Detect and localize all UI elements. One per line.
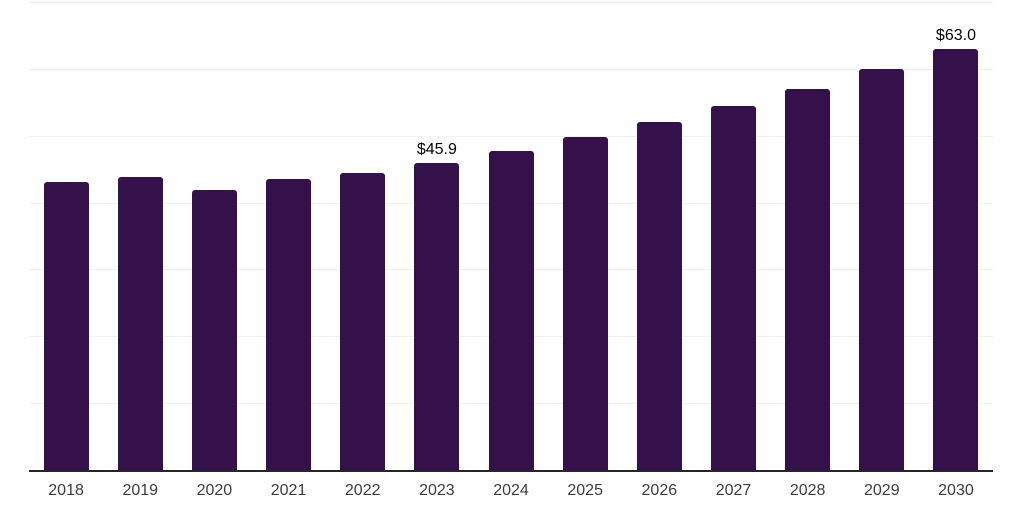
bar-slot-2028 [771, 2, 845, 470]
bar-slot-2018 [29, 2, 103, 470]
bar-slot-2021 [251, 2, 325, 470]
bar-2023[interactable] [414, 163, 460, 470]
x-tick-2028: 2028 [789, 482, 826, 499]
x-tick-2025: 2025 [567, 482, 603, 499]
bar-2020[interactable] [191, 189, 237, 470]
plot-area: $45.9 $63.0 [29, 2, 993, 472]
bar-slot-2029 [845, 2, 919, 470]
bar-2027[interactable] [710, 105, 756, 470]
x-tick-2022: 2022 [344, 482, 381, 499]
bar-2022[interactable] [340, 173, 386, 470]
bar-2021[interactable] [266, 179, 312, 470]
bar-2024[interactable] [488, 151, 534, 470]
bar-slot-2026 [622, 2, 696, 470]
bar-2029[interactable] [859, 68, 905, 470]
bar-2025[interactable] [562, 137, 608, 470]
gridline-50 [29, 135, 993, 137]
x-tick-2027: 2027 [715, 482, 752, 499]
bar-slot-2027 [696, 2, 770, 470]
bar-slot-2024 [474, 2, 548, 470]
bar-slot-2030: $63.0 [919, 2, 993, 470]
bar-2019[interactable] [117, 176, 163, 470]
x-tick-2021: 2021 [270, 482, 307, 499]
bar-2018[interactable] [43, 181, 89, 470]
x-axis-line [29, 470, 993, 472]
bar-2028[interactable] [785, 88, 831, 470]
x-axis-labels: 2018 2019 2020 2021 2022 2023 2024 2025 2026 2027… [29, 482, 993, 500]
bar-slot-2023: $45.9 [400, 2, 474, 470]
x-tick-2026: 2026 [641, 482, 678, 499]
bar-2030[interactable] [933, 48, 979, 470]
bar-slot-2020 [177, 2, 251, 470]
x-tick-2018: 2018 [48, 482, 84, 499]
gridline-70 [29, 2, 993, 3]
bar-value-label-2023: $45.9 [416, 141, 457, 159]
bar-value-label-2030: $63.0 [935, 26, 976, 44]
gridline-60 [29, 68, 993, 70]
x-tick-2030: 2030 [938, 482, 974, 499]
bar-slot-2019 [103, 2, 177, 470]
bar-slot-2022 [326, 2, 400, 470]
x-tick-2023: 2023 [419, 482, 455, 499]
x-tick-2020: 2020 [196, 482, 233, 499]
bar-slot-2025 [548, 2, 622, 470]
bars: $45.9 $63.0 [29, 2, 993, 470]
bar-2026[interactable] [636, 122, 682, 470]
x-tick-2019: 2019 [122, 482, 159, 499]
x-tick-2029: 2029 [864, 482, 900, 499]
x-tick-2024: 2024 [493, 482, 529, 499]
